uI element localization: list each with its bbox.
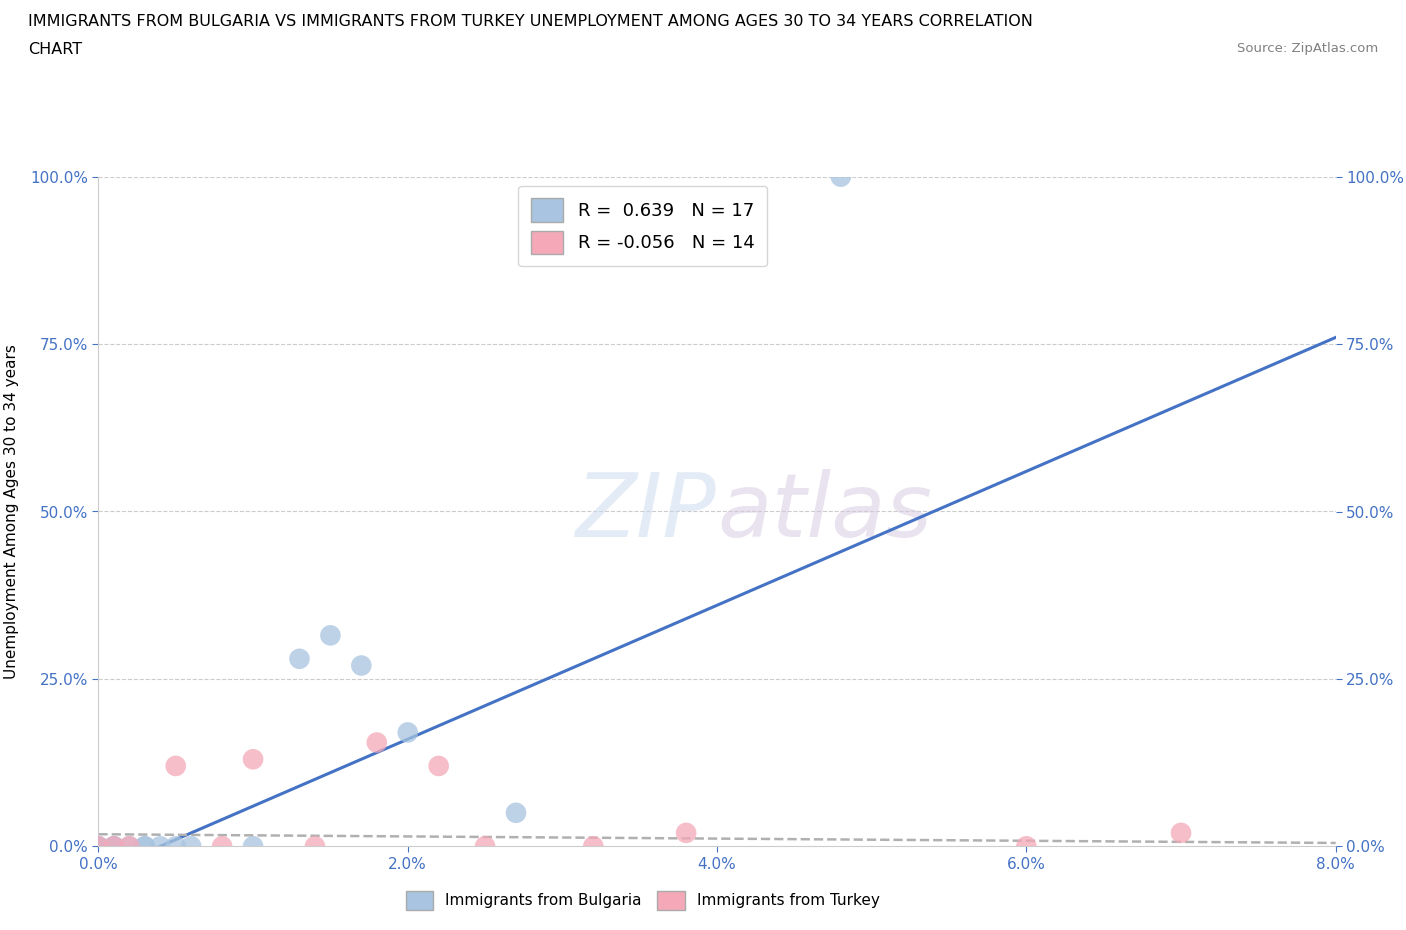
Point bbox=[319, 628, 342, 643]
Point bbox=[474, 839, 496, 854]
Point bbox=[505, 805, 527, 820]
Point bbox=[427, 759, 450, 774]
Point bbox=[675, 826, 697, 841]
Point bbox=[288, 651, 311, 666]
Point bbox=[242, 839, 264, 854]
Point bbox=[87, 839, 110, 854]
Point bbox=[180, 839, 202, 854]
Point bbox=[87, 839, 110, 854]
Text: IMMIGRANTS FROM BULGARIA VS IMMIGRANTS FROM TURKEY UNEMPLOYMENT AMONG AGES 30 TO: IMMIGRANTS FROM BULGARIA VS IMMIGRANTS F… bbox=[28, 14, 1033, 29]
Point bbox=[830, 169, 852, 184]
Point bbox=[582, 839, 605, 854]
Point bbox=[304, 839, 326, 854]
Point bbox=[149, 839, 172, 854]
Point bbox=[118, 839, 141, 854]
Point bbox=[165, 839, 187, 854]
Point bbox=[366, 735, 388, 750]
Text: CHART: CHART bbox=[28, 42, 82, 57]
Legend: Immigrants from Bulgaria, Immigrants from Turkey: Immigrants from Bulgaria, Immigrants fro… bbox=[399, 884, 886, 916]
Point bbox=[1170, 826, 1192, 841]
Point bbox=[134, 839, 156, 854]
Point bbox=[165, 759, 187, 774]
Point bbox=[1015, 839, 1038, 854]
Point bbox=[350, 658, 373, 673]
Point bbox=[211, 839, 233, 854]
Point bbox=[134, 839, 156, 854]
Point bbox=[103, 839, 125, 854]
Point bbox=[396, 725, 419, 740]
Y-axis label: Unemployment Among Ages 30 to 34 years: Unemployment Among Ages 30 to 34 years bbox=[4, 344, 18, 679]
Text: Source: ZipAtlas.com: Source: ZipAtlas.com bbox=[1237, 42, 1378, 55]
Point bbox=[103, 839, 125, 854]
Point bbox=[87, 839, 110, 854]
Point bbox=[103, 839, 125, 854]
Point bbox=[118, 839, 141, 854]
Text: atlas: atlas bbox=[717, 469, 932, 554]
Point bbox=[242, 751, 264, 766]
Text: ZIP: ZIP bbox=[576, 469, 717, 554]
